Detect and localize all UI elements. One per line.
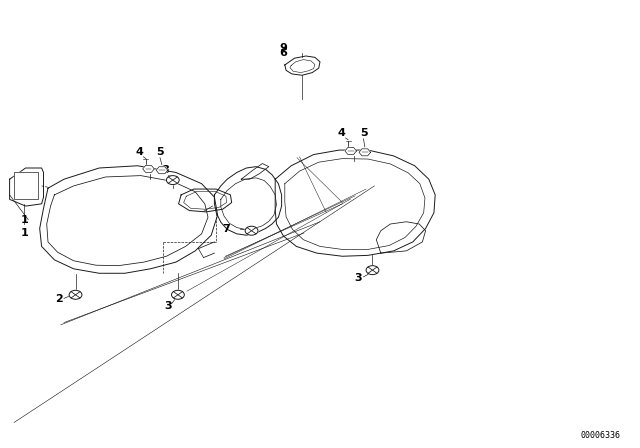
- Circle shape: [172, 290, 184, 299]
- Text: 5: 5: [360, 128, 367, 138]
- Polygon shape: [241, 164, 269, 179]
- Polygon shape: [275, 150, 435, 256]
- Text: 1: 1: [20, 215, 28, 224]
- Text: 9: 9: [280, 43, 287, 53]
- Polygon shape: [143, 165, 154, 172]
- Text: 8: 8: [161, 165, 169, 175]
- Text: 5: 5: [156, 147, 164, 157]
- Text: 6: 6: [280, 48, 287, 58]
- Text: 7: 7: [223, 224, 230, 234]
- Polygon shape: [359, 149, 371, 156]
- Text: 4: 4: [338, 128, 346, 138]
- Text: 2: 2: [55, 294, 63, 304]
- Bar: [14, 172, 38, 199]
- Text: 4: 4: [136, 147, 143, 157]
- Bar: [14, 172, 38, 199]
- Circle shape: [69, 290, 82, 299]
- Polygon shape: [345, 147, 356, 155]
- Polygon shape: [285, 56, 320, 75]
- Circle shape: [166, 176, 179, 185]
- Circle shape: [245, 226, 258, 235]
- Text: 3: 3: [355, 273, 362, 283]
- Text: 3: 3: [164, 301, 172, 310]
- Polygon shape: [214, 167, 282, 235]
- Text: 00006336: 00006336: [581, 431, 621, 440]
- Circle shape: [366, 266, 379, 275]
- Polygon shape: [40, 166, 218, 273]
- Polygon shape: [179, 189, 232, 212]
- Polygon shape: [10, 168, 44, 206]
- Text: 1: 1: [20, 228, 28, 237]
- Polygon shape: [156, 167, 168, 174]
- Polygon shape: [376, 222, 426, 253]
